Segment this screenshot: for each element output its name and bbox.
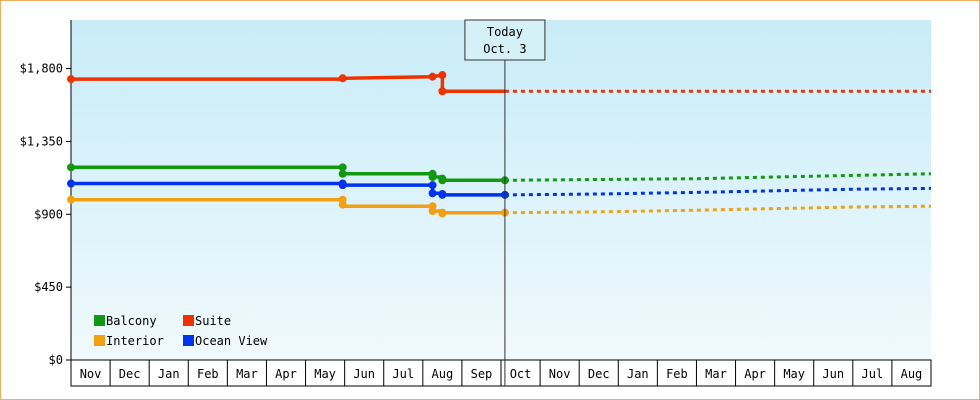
series-lines xyxy=(67,71,932,218)
forecast-line-balcony xyxy=(504,172,932,182)
data-point xyxy=(338,200,347,209)
month-label: Nov xyxy=(80,367,102,381)
month-label: Mar xyxy=(705,367,727,381)
month-label: Jun xyxy=(822,367,844,381)
data-point xyxy=(338,163,347,172)
month-label: Aug xyxy=(432,367,454,381)
y-tick-label: $0 xyxy=(49,353,63,367)
data-point xyxy=(438,208,447,217)
month-label: Jul xyxy=(862,367,884,381)
month-label: May xyxy=(314,367,336,381)
today-box xyxy=(464,19,546,61)
data-point xyxy=(428,72,437,81)
data-point xyxy=(67,163,75,172)
legend-swatch xyxy=(94,335,105,346)
forecast-line-ocean-view xyxy=(504,186,932,197)
legend-label: Suite xyxy=(195,314,231,328)
y-tick-label: $450 xyxy=(34,280,63,294)
month-label: Feb xyxy=(666,367,688,381)
data-point xyxy=(428,189,437,198)
data-point xyxy=(428,173,437,182)
y-tick-label: $1,350 xyxy=(20,134,63,148)
legend: Balcony Suite Interior Ocean View xyxy=(94,314,268,348)
data-point xyxy=(338,181,347,190)
month-label: Apr xyxy=(275,367,297,381)
data-point xyxy=(428,181,437,190)
month-label: Oct xyxy=(510,367,532,381)
month-label: Dec xyxy=(588,367,610,381)
legend-swatch xyxy=(183,335,194,346)
month-label: Jan xyxy=(627,367,649,381)
month-label: Jan xyxy=(158,367,180,381)
y-tick-label: $1,800 xyxy=(20,62,63,76)
y-tick-label: $900 xyxy=(34,207,63,221)
today-marker: Today Oct. 3 xyxy=(464,19,546,386)
month-label: Jul xyxy=(392,367,414,381)
data-point xyxy=(438,176,447,185)
month-label: Nov xyxy=(549,367,571,381)
data-point xyxy=(67,179,75,188)
month-label: Apr xyxy=(744,367,766,381)
data-point xyxy=(338,74,347,83)
legend-label: Interior xyxy=(106,334,164,348)
data-point xyxy=(438,190,447,199)
month-label: Feb xyxy=(197,367,219,381)
data-point xyxy=(67,195,75,204)
forecast-line-interior xyxy=(504,204,932,215)
today-date: Oct. 3 xyxy=(483,42,526,56)
today-label: Today xyxy=(487,25,523,39)
data-point xyxy=(338,169,347,178)
month-label: Aug xyxy=(901,367,923,381)
legend-label: Ocean View xyxy=(195,334,268,348)
month-label: Mar xyxy=(236,367,258,381)
data-point xyxy=(438,71,447,80)
axes: $0 $450 $900 $1,350 $1,800 Nov Dec Jan Feb Mar Apr… xyxy=(20,20,932,387)
data-point xyxy=(428,207,437,216)
month-label: Dec xyxy=(119,367,141,381)
data-point xyxy=(67,75,75,84)
month-label: May xyxy=(783,367,805,381)
data-point xyxy=(438,87,447,96)
month-label: Sep xyxy=(471,367,493,381)
legend-label: Balcony xyxy=(106,314,157,328)
legend-swatch xyxy=(183,315,194,326)
legend-swatch xyxy=(94,315,105,326)
month-label: Jun xyxy=(353,367,375,381)
